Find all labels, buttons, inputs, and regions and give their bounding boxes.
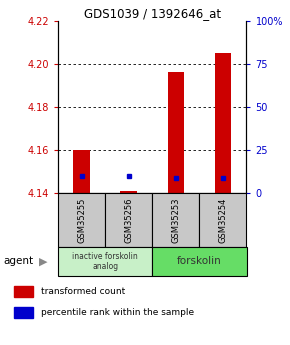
Bar	[152, 247, 246, 276]
Text: inactive forskolin
analog: inactive forskolin analog	[72, 252, 138, 271]
Bar	[58, 193, 105, 247]
Text: percentile rank within the sample: percentile rank within the sample	[41, 308, 194, 317]
Text: GSM35255: GSM35255	[77, 197, 86, 243]
Text: ▶: ▶	[39, 256, 48, 266]
Bar	[120, 191, 137, 193]
Text: transformed count: transformed count	[41, 287, 125, 296]
Bar	[73, 150, 90, 193]
Text: agent: agent	[3, 256, 33, 266]
Text: GSM35253: GSM35253	[171, 197, 180, 243]
Title: GDS1039 / 1392646_at: GDS1039 / 1392646_at	[84, 7, 221, 20]
Bar	[168, 72, 184, 193]
Bar	[14, 307, 33, 317]
Text: forskolin: forskolin	[177, 256, 222, 266]
Bar	[215, 53, 231, 193]
Bar	[58, 247, 152, 276]
Bar	[105, 193, 152, 247]
Text: GSM35256: GSM35256	[124, 197, 133, 243]
Text: GSM35254: GSM35254	[218, 197, 227, 243]
Bar	[152, 193, 200, 247]
Bar	[14, 286, 33, 297]
Bar	[199, 193, 246, 247]
